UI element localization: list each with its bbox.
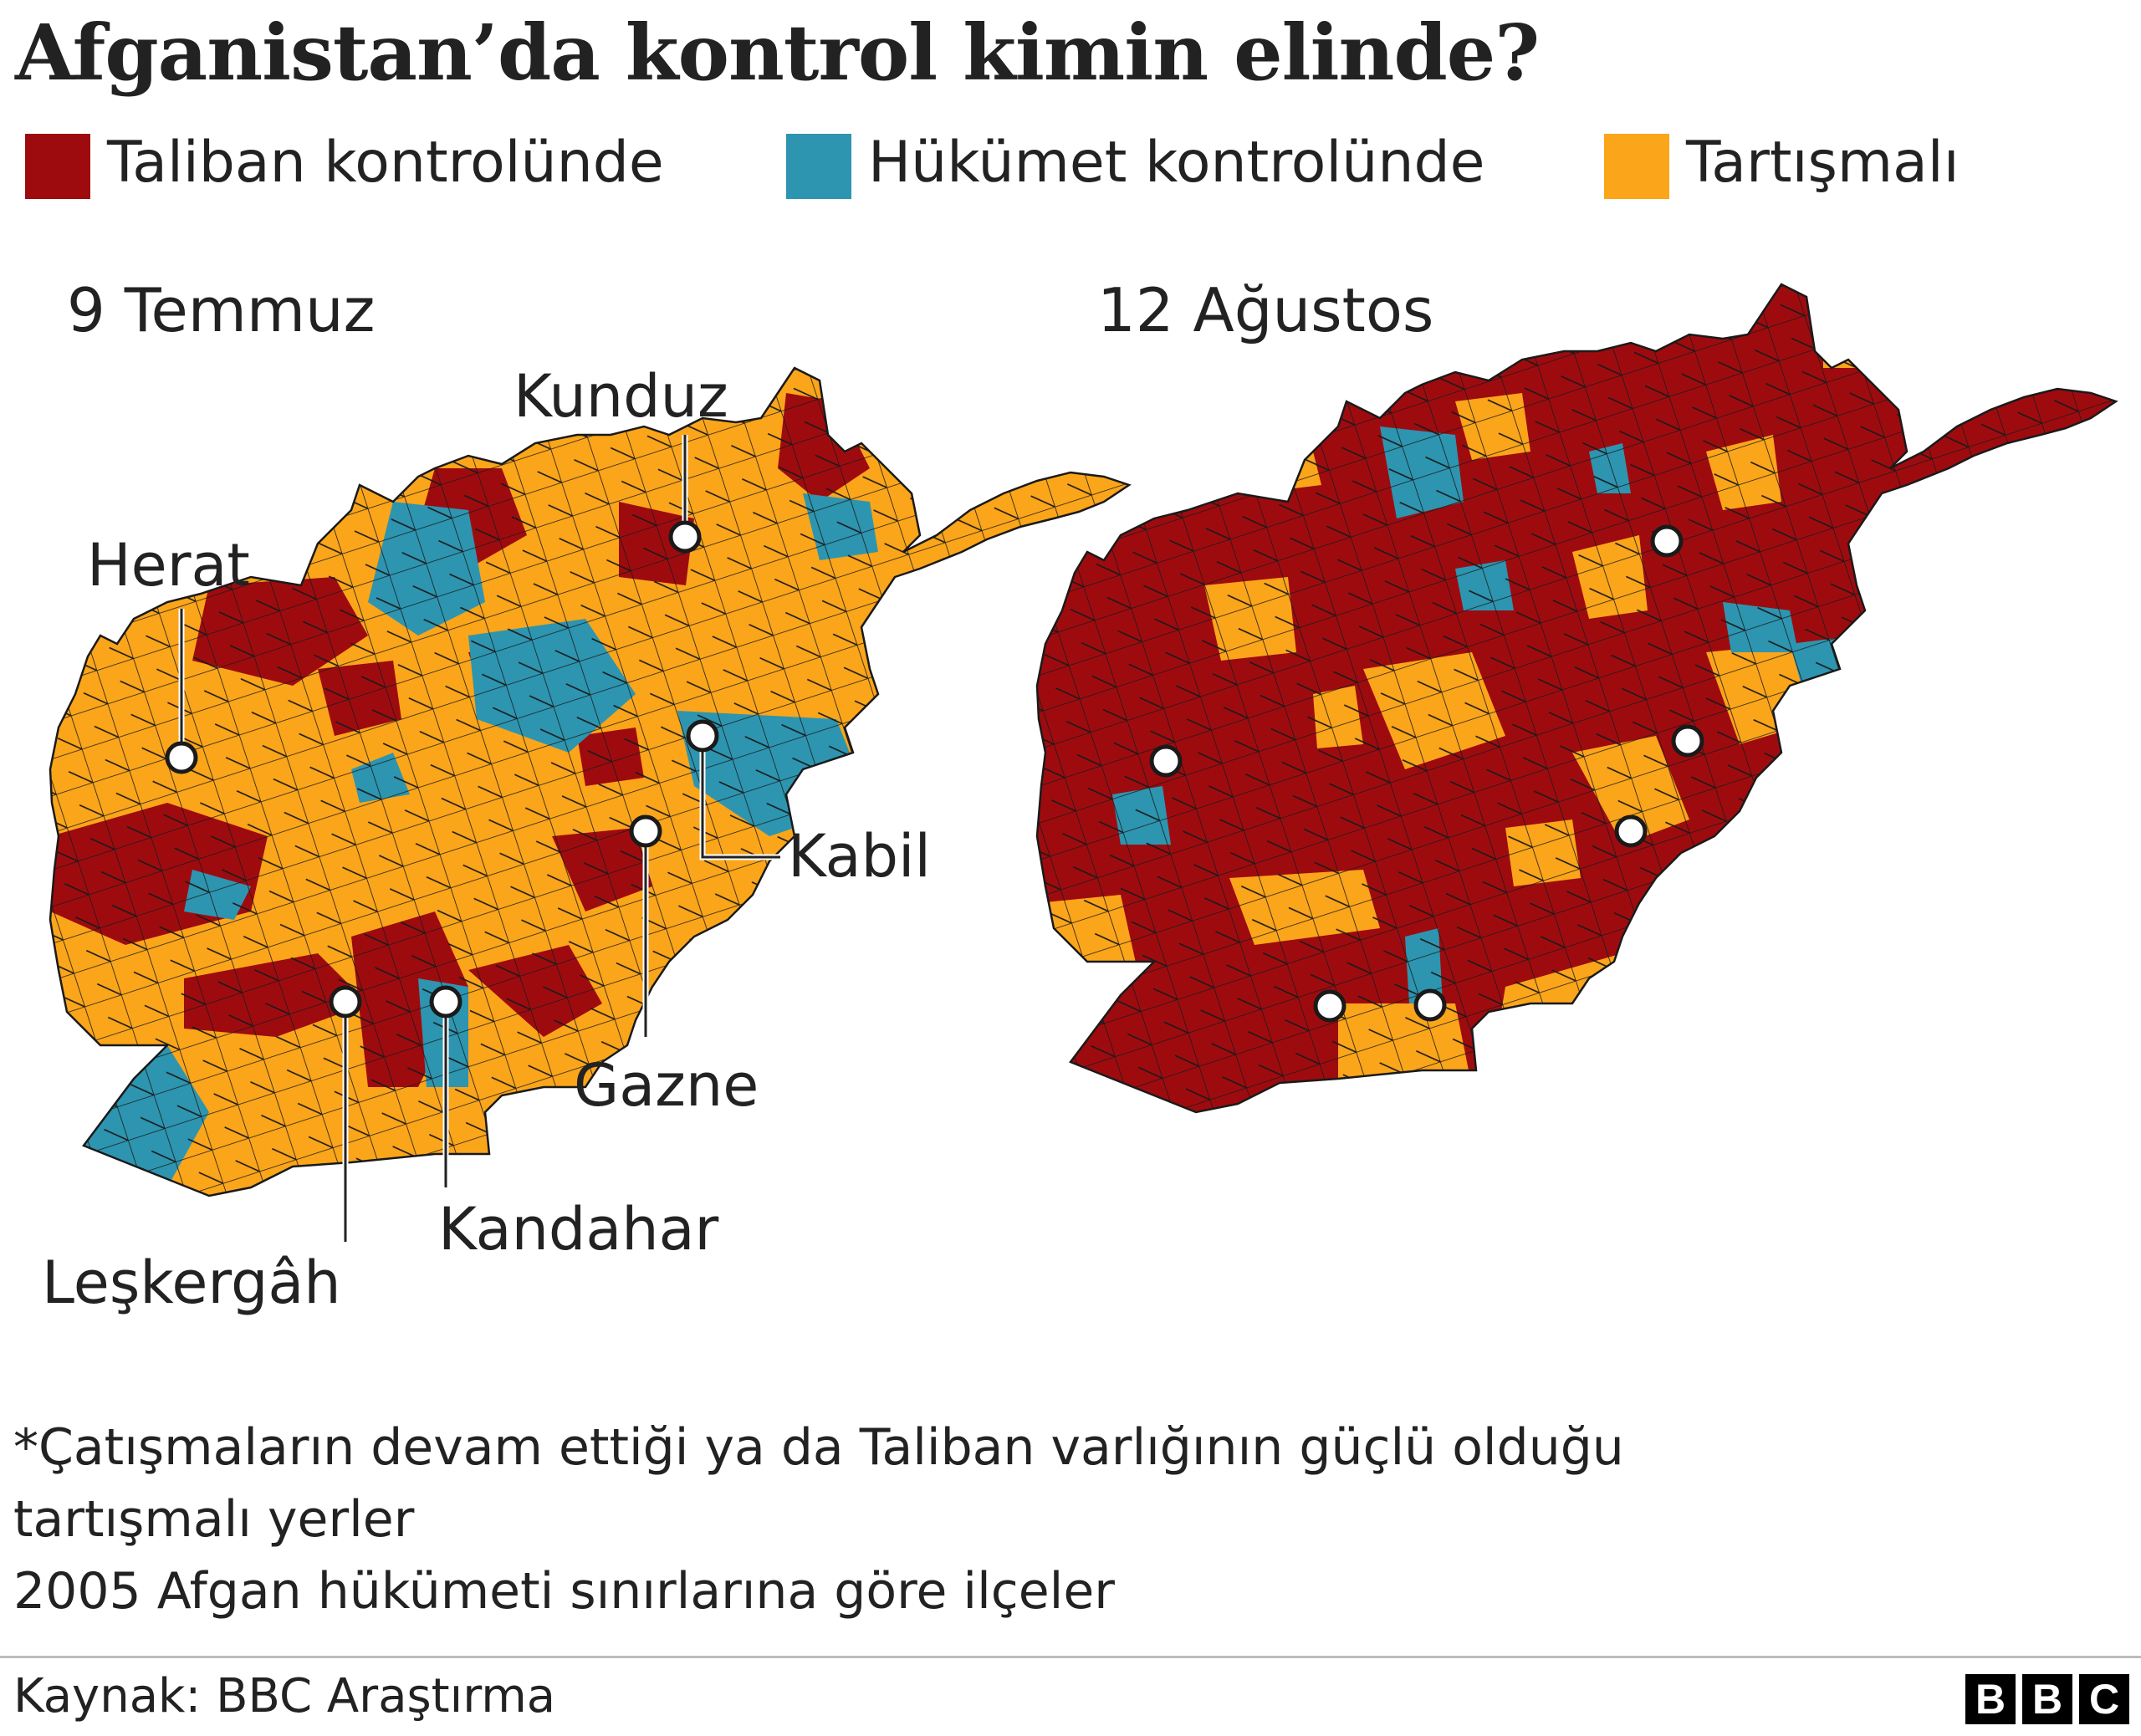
city-label-kabil: Kabil (788, 822, 931, 891)
august-marker-herat (1149, 744, 1183, 778)
map-july-city-labels: Kunduz Herat Kabil Gazne Kandahar Leşker… (42, 362, 931, 1317)
bbc-logo-block-1: B (1965, 1674, 2016, 1724)
city-label-kunduz: Kunduz (514, 362, 728, 431)
bbc-logo-block-3: C (2079, 1674, 2129, 1724)
august-marker-gazne (1614, 814, 1648, 848)
august-marker-kunduz (1650, 524, 1684, 558)
legend-swatch-contested (1604, 134, 1669, 199)
footnote-line-2: tartışmalı yerler (13, 1490, 415, 1549)
july-marker-leskergah (329, 985, 362, 1019)
chart-title: Afganistan’da kontrol kimin elinde? (15, 8, 1540, 98)
map-title-july: 9 Temmuz (67, 275, 376, 345)
city-label-kandahar: Kandahar (438, 1195, 719, 1264)
map-july-city-markers (165, 520, 719, 1019)
july-marker-kandahar (429, 985, 462, 1019)
city-label-herat: Herat (87, 531, 250, 600)
maps-canvas: Kunduz Herat Kabil Gazne Kandahar Leşker… (42, 283, 2118, 1317)
map-title-august: 12 Ağustos (1097, 275, 1434, 345)
source-note: Kaynak: BBC Araştırma (13, 1669, 556, 1723)
july-marker-kunduz (668, 520, 702, 554)
legend-swatch-government (786, 134, 851, 199)
legend-label-contested: Tartışmalı (1686, 130, 1960, 196)
legend-label-taliban: Taliban kontrolünde (107, 130, 664, 196)
bbc-logo-block-2: B (2022, 1674, 2072, 1724)
august-marker-kabil (1671, 724, 1704, 758)
footnote-line-1: *Çatışmaların devam ettiği ya da Taliban… (13, 1418, 1624, 1477)
map-july: Kunduz Herat Kabil Gazne Kandahar Leşker… (42, 362, 1131, 1317)
map-august-city-markers (1149, 524, 1704, 1023)
july-marker-gazne (629, 814, 662, 848)
july-marker-herat (165, 741, 198, 774)
legend-label-government: Hükümet kontrolünde (868, 130, 1485, 196)
legend-swatch-taliban (25, 134, 90, 199)
map-august (1035, 283, 2118, 1114)
july-marker-kabil (686, 719, 719, 753)
august-marker-kandahar (1413, 988, 1447, 1022)
footnote-line-3: 2005 Afgan hükümeti sınırlarına göre ilç… (13, 1562, 1115, 1621)
footnote: *Çatışmaların devam ettiği ya da Taliban… (13, 1412, 1624, 1627)
bbc-logo: B B C (1965, 1674, 2129, 1724)
map-july-leader-lines (180, 435, 780, 1242)
august-marker-leskergah (1313, 989, 1346, 1023)
city-label-gazne: Gazne (574, 1051, 759, 1120)
city-label-leskergah: Leşkergâh (42, 1248, 341, 1317)
footer-divider (0, 1656, 2141, 1658)
